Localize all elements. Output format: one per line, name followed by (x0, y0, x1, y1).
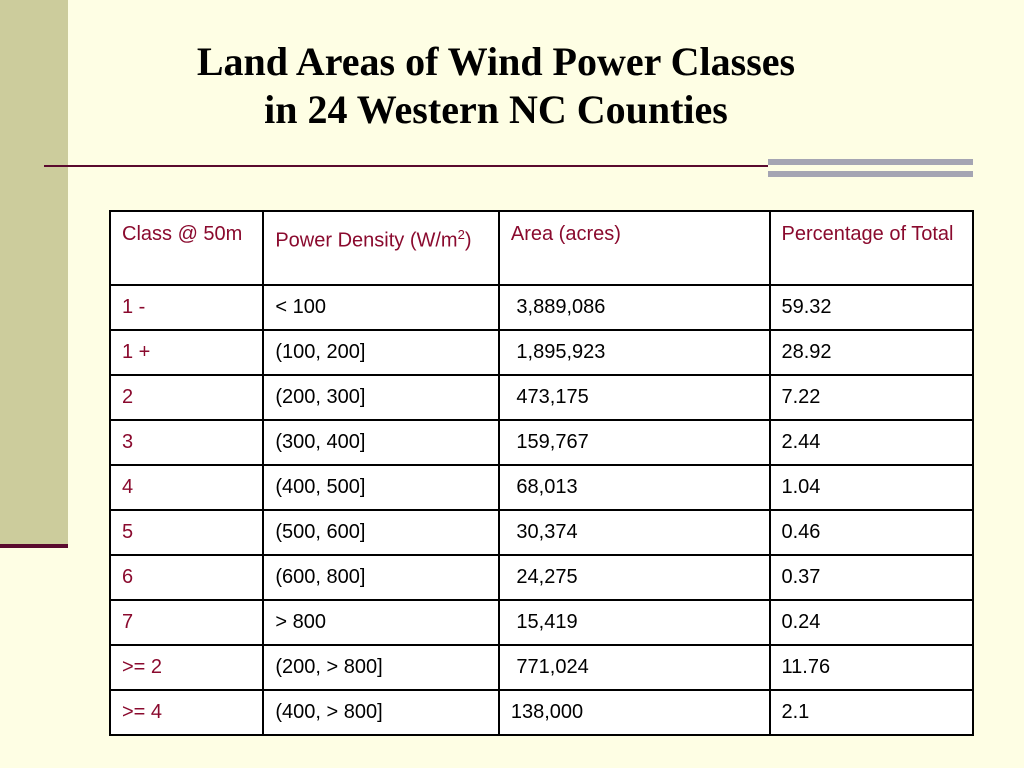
cell-percentage: 7.22 (768, 374, 974, 421)
cell-percentage: 1.04 (768, 464, 974, 511)
header-density-close: ) (464, 229, 472, 252)
cell-power-density: (500, 600] (262, 509, 500, 556)
cell-area: 138,000 (497, 689, 771, 736)
table-row: >= 4 (400, > 800] 138,000 2.1 (108, 689, 974, 736)
header-density-superscript: 2 (457, 227, 465, 242)
cell-class: 3 (108, 419, 265, 466)
header-area: Area (acres) (497, 210, 771, 286)
cell-power-density: (400, > 800] (262, 689, 500, 736)
cell-percentage: 2.44 (768, 419, 974, 466)
cell-area: 473,175 (497, 374, 771, 421)
cell-power-density: (200, > 800] (262, 644, 500, 691)
cell-percentage: 0.37 (768, 554, 974, 601)
cell-area: 15,419 (497, 599, 771, 646)
cell-class: 7 (108, 599, 265, 646)
cell-class: 4 (108, 464, 265, 511)
left-sidebar-decoration (0, 0, 68, 545)
cell-power-density: (100, 200] (262, 329, 500, 376)
table-row: 7 > 800 15,419 0.24 (108, 599, 974, 646)
cell-power-density: (600, 800] (262, 554, 500, 601)
table-row: 1 + (100, 200] 1,895,923 28.92 (108, 329, 974, 376)
cell-area: 159,767 (497, 419, 771, 466)
table-row: 3 (300, 400] 159,767 2.44 (108, 419, 974, 466)
header-power-density: Power Density (W/m2) (262, 210, 500, 286)
table-body: 1 - < 100 3,889,086 59.32 1 + (100, 200] 1,8… (108, 284, 974, 736)
cell-class: 5 (108, 509, 265, 556)
cell-percentage: 28.92 (768, 329, 974, 376)
table-header-row: Class @ 50m Power Density (W/m2) Area (a… (108, 210, 974, 286)
table-row: 4 (400, 500] 68,013 1.04 (108, 464, 974, 511)
table-row: 5 (500, 600] 30,374 0.46 (108, 509, 974, 556)
wind-class-table: Class @ 50m Power Density (W/m2) Area (a… (108, 210, 974, 736)
cell-class: >= 2 (108, 644, 265, 691)
header-class: Class @ 50m (108, 210, 265, 286)
cell-percentage: 2.1 (768, 689, 974, 736)
cell-class: >= 4 (108, 689, 265, 736)
cell-power-density: < 100 (262, 284, 500, 331)
table-row: 2 (200, 300] 473,175 7.22 (108, 374, 974, 421)
title-divider (44, 165, 784, 167)
cell-power-density: (300, 400] (262, 419, 500, 466)
header-density-text: Power Density (W/m (275, 229, 458, 252)
cell-area: 30,374 (497, 509, 771, 556)
cell-percentage: 59.32 (768, 284, 974, 331)
sidebar-rule (0, 544, 68, 548)
cell-area: 68,013 (497, 464, 771, 511)
cell-class: 2 (108, 374, 265, 421)
cell-percentage: 0.46 (768, 509, 974, 556)
cell-area: 1,895,923 (497, 329, 771, 376)
divider-gray-bar (768, 159, 973, 177)
cell-power-density: > 800 (262, 599, 500, 646)
title-line-2: in 24 Western NC Counties (264, 87, 728, 132)
cell-area: 3,889,086 (497, 284, 771, 331)
cell-power-density: (400, 500] (262, 464, 500, 511)
cell-class: 6 (108, 554, 265, 601)
cell-area: 771,024 (497, 644, 771, 691)
cell-class: 1 + (108, 329, 265, 376)
header-percentage: Percentage of Total (768, 210, 974, 286)
title-line-1: Land Areas of Wind Power Classes (196, 39, 796, 84)
cell-class: 1 - (108, 284, 265, 331)
cell-area: 24,275 (497, 554, 771, 601)
cell-power-density: (200, 300] (262, 374, 500, 421)
table-row: >= 2 (200, > 800] 771,024 11.76 (108, 644, 974, 691)
slide-title: Land Areas of Wind Power Classes in 24 W… (68, 38, 924, 134)
table-row: 1 - < 100 3,889,086 59.32 (108, 284, 974, 331)
table-row: 6 (600, 800] 24,275 0.37 (108, 554, 974, 601)
cell-percentage: 11.76 (768, 644, 974, 691)
cell-percentage: 0.24 (768, 599, 974, 646)
